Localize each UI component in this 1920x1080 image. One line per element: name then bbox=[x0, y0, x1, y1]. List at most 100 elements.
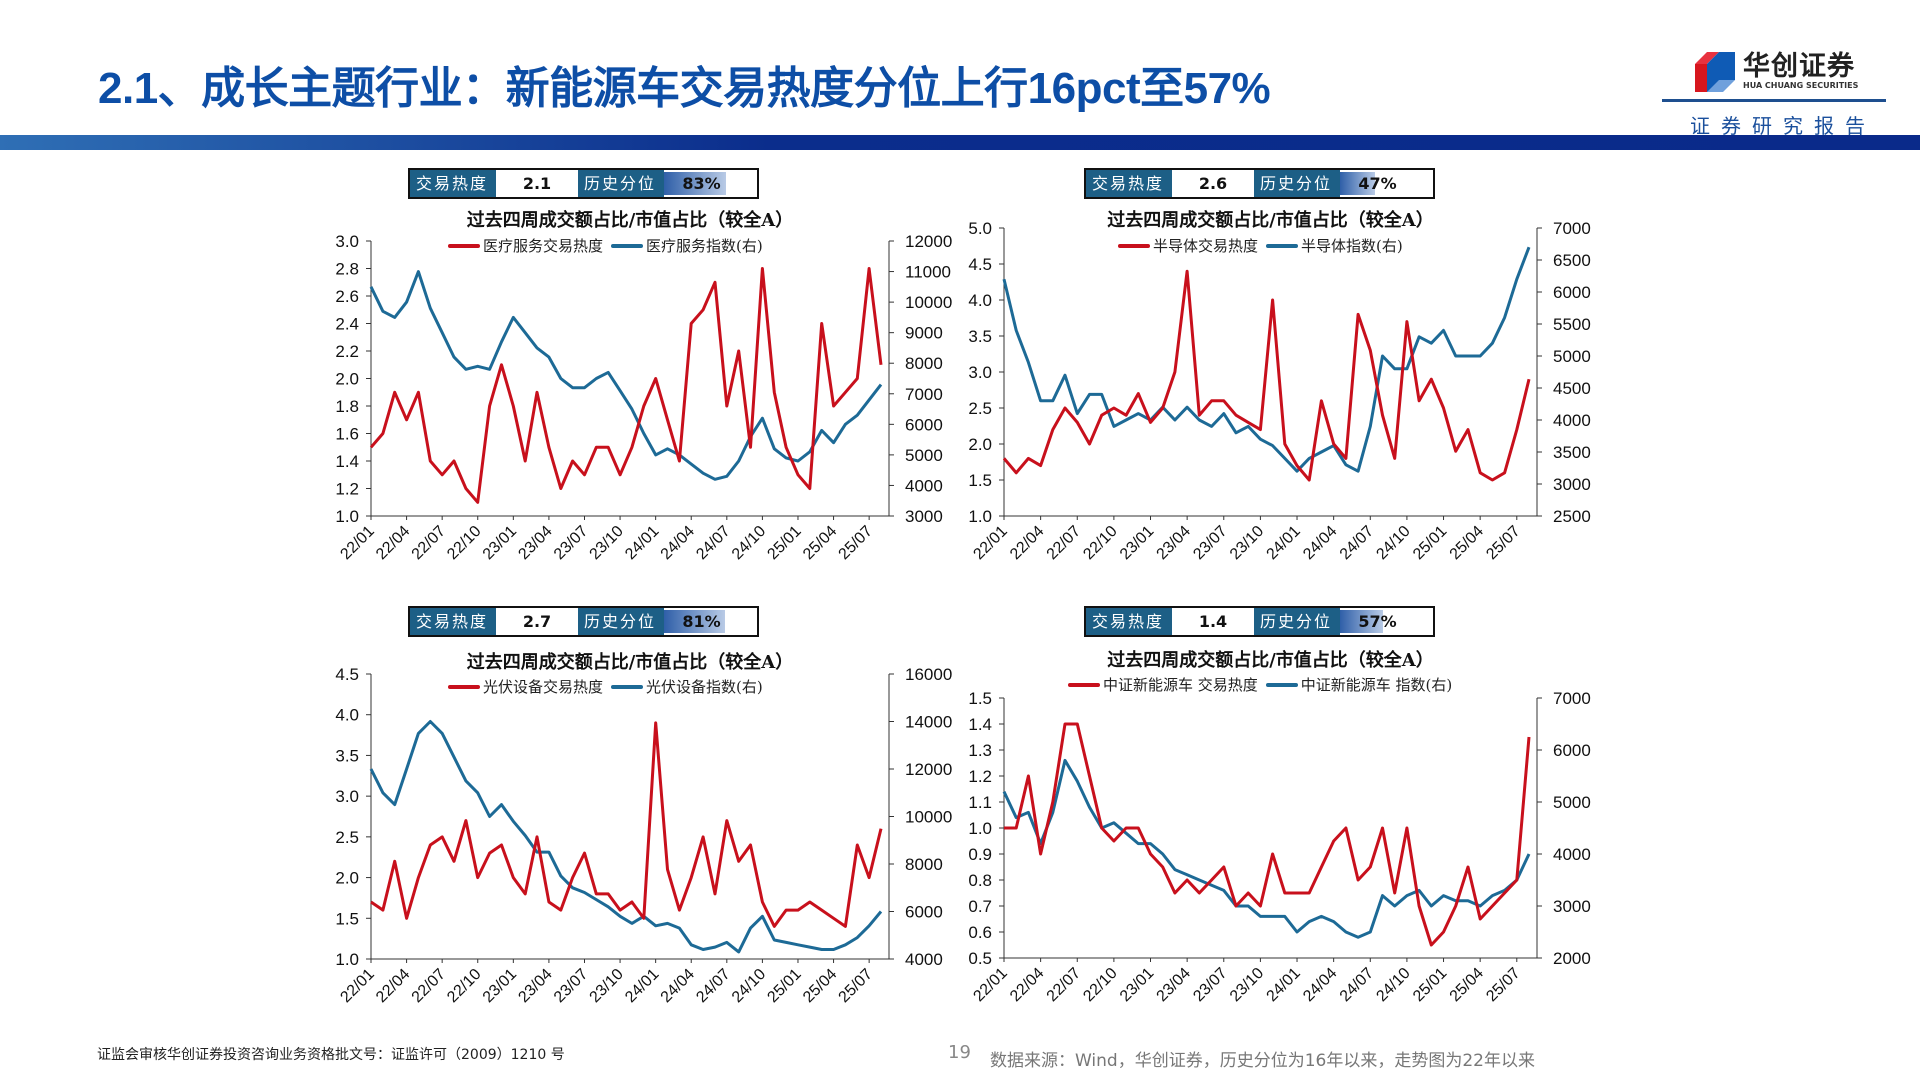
legend-label: 中证新能源车 交易热度 bbox=[1103, 676, 1258, 694]
y-tick-label: 1.4 bbox=[335, 452, 359, 471]
y-tick-label: 1.1 bbox=[968, 793, 992, 812]
percentile-cell: 57% bbox=[1340, 608, 1415, 635]
y2-tick-label: 4000 bbox=[905, 476, 943, 495]
percentile-value: 57% bbox=[1358, 612, 1397, 631]
y-tick-label: 0.6 bbox=[968, 923, 992, 942]
legend-swatch bbox=[448, 684, 480, 689]
x-tick-label: 24/10 bbox=[1373, 523, 1413, 563]
y2-tick-label: 8000 bbox=[905, 855, 943, 874]
y-tick-label: 2.0 bbox=[968, 435, 992, 454]
y-tick-label: 1.5 bbox=[968, 471, 992, 490]
x-tick-label: 25/07 bbox=[836, 523, 876, 563]
legend-label: 中证新能源车 指数(右) bbox=[1300, 676, 1453, 694]
legend-swatch bbox=[611, 684, 644, 689]
y2-tick-label: 16000 bbox=[905, 665, 952, 684]
x-tick-label: 22/10 bbox=[444, 966, 484, 1006]
chart-legend: 光伏设备交易热度 光伏设备指数(右) bbox=[440, 676, 763, 697]
y-tick-label: 3.0 bbox=[968, 363, 992, 382]
y-tick-label: 1.2 bbox=[968, 767, 992, 786]
x-tick-label: 22/10 bbox=[444, 523, 484, 563]
x-tick-label: 25/04 bbox=[800, 523, 840, 563]
legend-label: 医疗服务指数(右) bbox=[646, 237, 763, 255]
y2-tick-label: 4500 bbox=[1553, 379, 1591, 398]
y-tick-label: 0.8 bbox=[968, 871, 992, 890]
percentile-value: 83% bbox=[682, 174, 721, 193]
x-tick-label: 24/01 bbox=[622, 966, 662, 1006]
heat-badge: 交易热度 2.1 历史分位 83% bbox=[408, 168, 759, 199]
x-tick-label: 23/10 bbox=[587, 523, 627, 563]
y-tick-label: 0.5 bbox=[968, 949, 992, 968]
y2-tick-label: 9000 bbox=[905, 324, 943, 343]
legend-swatch bbox=[1068, 682, 1100, 687]
x-tick-label: 23/01 bbox=[480, 966, 520, 1006]
x-tick-label: 22/04 bbox=[1007, 523, 1047, 563]
x-tick-label: 24/07 bbox=[693, 523, 733, 563]
footer-license: 证监会审核华创证券投资咨询业务资格批文号：证监许可（2009）1210 号 bbox=[97, 1047, 565, 1063]
x-tick-label: 24/07 bbox=[1337, 965, 1377, 1005]
x-tick-label: 23/04 bbox=[1154, 965, 1194, 1005]
y-tick-label: 1.0 bbox=[968, 819, 992, 838]
x-tick-label: 23/10 bbox=[1227, 965, 1267, 1005]
logo-divider bbox=[1662, 99, 1886, 102]
percentile-fill bbox=[664, 172, 727, 195]
percentile-fill bbox=[664, 610, 725, 633]
y-tick-label: 1.6 bbox=[335, 425, 359, 444]
legend-label: 光伏设备交易热度 bbox=[483, 678, 604, 696]
y2-tick-label: 8000 bbox=[905, 354, 943, 373]
x-tick-label: 24/10 bbox=[729, 523, 769, 563]
percentile-fill bbox=[1340, 610, 1383, 633]
chart-title: 过去四周成交额占比/市值占比（较全A） bbox=[1107, 650, 1434, 671]
x-tick-label: 22/07 bbox=[1044, 523, 1084, 563]
footer-source: 数据来源：Wind，华创证券，历史分位为16年以来，走势图为22年以来 bbox=[990, 1051, 1535, 1071]
heat-badge: 交易热度 2.7 历史分位 81% bbox=[408, 606, 759, 637]
heat-series-line bbox=[1004, 722, 1531, 947]
percentile-value: 81% bbox=[682, 612, 721, 631]
y2-tick-label: 5000 bbox=[1553, 793, 1591, 812]
x-tick-label: 23/04 bbox=[515, 966, 555, 1006]
index-series-line bbox=[369, 720, 883, 954]
badge-pad bbox=[1415, 170, 1433, 197]
y2-tick-label: 12000 bbox=[905, 760, 952, 779]
y2-tick-label: 5000 bbox=[1553, 347, 1591, 366]
x-tick-label: 23/07 bbox=[551, 966, 591, 1006]
x-tick-label: 23/07 bbox=[551, 523, 591, 563]
heat-badge: 交易热度 2.6 历史分位 47% bbox=[1084, 168, 1435, 199]
logo-en-text: HUA CHUANG SECURITIES bbox=[1743, 81, 1859, 90]
chart-title: 过去四周成交额占比/市值占比（较全A） bbox=[1107, 210, 1434, 231]
badge-pad bbox=[739, 608, 757, 635]
y-tick-label: 2.5 bbox=[968, 399, 992, 418]
x-tick-label: 24/10 bbox=[729, 966, 769, 1006]
chart-title: 过去四周成交额占比/市值占比（较全A） bbox=[466, 210, 794, 231]
y2-tick-label: 14000 bbox=[905, 713, 952, 732]
y2-tick-label: 6000 bbox=[1553, 741, 1591, 760]
x-tick-label: 25/01 bbox=[1410, 523, 1450, 563]
x-tick-label: 24/04 bbox=[1300, 965, 1340, 1005]
header-bar bbox=[0, 135, 1920, 150]
x-tick-label: 22/07 bbox=[409, 966, 449, 1006]
percentile-label: 历史分位 bbox=[578, 170, 664, 197]
legend-swatch bbox=[1265, 682, 1298, 687]
y-tick-label: 2.8 bbox=[335, 260, 359, 279]
x-tick-label: 24/07 bbox=[1337, 523, 1377, 563]
legend-label: 半导体指数(右) bbox=[1301, 237, 1403, 255]
heat-series-line bbox=[370, 721, 883, 928]
x-tick-label: 25/01 bbox=[1410, 965, 1450, 1005]
y2-tick-label: 4000 bbox=[1553, 411, 1591, 430]
legend-swatch bbox=[448, 243, 480, 248]
heat-label: 交易热度 bbox=[410, 170, 496, 197]
y2-tick-label: 6500 bbox=[1553, 251, 1591, 270]
y-tick-label: 1.4 bbox=[968, 715, 992, 734]
index-series-line bbox=[369, 270, 883, 481]
y2-tick-label: 7000 bbox=[1553, 219, 1591, 238]
y-tick-label: 4.5 bbox=[968, 255, 992, 274]
index-series-line bbox=[1002, 758, 1531, 939]
y-tick-label: 0.9 bbox=[968, 845, 992, 864]
y2-tick-label: 12000 bbox=[905, 232, 952, 251]
y2-tick-label: 5000 bbox=[905, 446, 943, 465]
x-tick-label: 24/04 bbox=[658, 966, 698, 1006]
y-tick-label: 1.2 bbox=[335, 480, 359, 499]
y-tick-label: 1.0 bbox=[335, 950, 359, 969]
y2-tick-label: 3500 bbox=[1553, 443, 1591, 462]
y2-tick-label: 3000 bbox=[1553, 475, 1591, 494]
y-tick-label: 2.5 bbox=[335, 828, 359, 847]
